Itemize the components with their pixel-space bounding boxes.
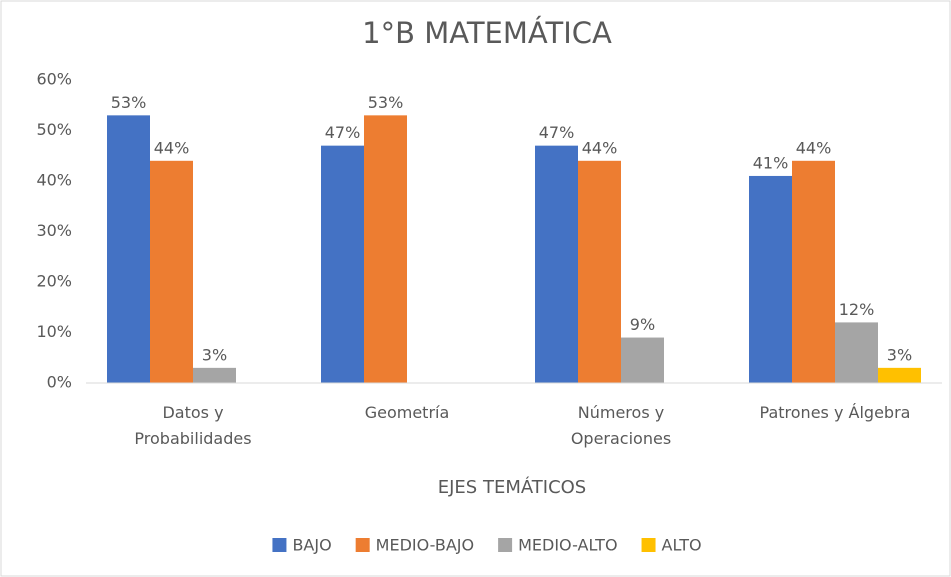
y-tick-label: 30% [36,221,72,240]
bar [835,322,878,383]
bar [792,160,835,383]
data-label: 3% [887,345,912,364]
x-tick-label: Geometría [364,403,450,422]
y-tick-label: 60% [36,70,72,89]
bar [878,367,921,383]
bar [621,337,664,383]
x-tick-label: Datos y Probabilidades [134,403,252,448]
data-label: 53% [368,93,404,112]
bar [578,160,621,383]
bar [321,145,364,383]
data-label: 12% [839,300,875,319]
y-tick-label: 50% [36,120,72,139]
legend-label: ALTO [662,536,702,555]
data-label: 47% [325,123,361,142]
data-label: 3% [202,345,227,364]
legend-label: MEDIO-ALTO [518,536,617,555]
bar [107,115,150,383]
x-axis-title: EJES TEMÁTICOS [438,476,586,498]
legend-swatch [272,538,287,552]
bar [193,367,236,383]
bar [364,115,407,383]
chart-title: 1°B MATEMÁTICA [362,16,612,50]
y-tick-label: 0% [47,373,72,392]
data-label: 41% [753,153,789,172]
legend-label: MEDIO-BAJO [376,536,474,555]
data-label: 53% [111,93,147,112]
data-label: 47% [539,123,575,142]
legend-swatch [355,538,370,552]
bar [150,160,193,383]
legend-swatch [641,538,656,552]
legend-swatch [498,538,513,552]
data-label: 44% [154,138,190,157]
data-label: 44% [796,138,832,157]
y-tick-label: 40% [36,171,72,190]
bar [535,145,578,383]
y-tick-label: 10% [36,322,72,341]
data-label: 9% [630,315,655,334]
y-tick-label: 20% [36,272,72,291]
bar [749,175,792,383]
x-tick-label: Patrones y Álgebra [759,403,911,422]
x-tick-label: Números y Operaciones [570,403,672,448]
legend-label: BAJO [292,536,331,555]
data-label: 44% [582,138,618,157]
